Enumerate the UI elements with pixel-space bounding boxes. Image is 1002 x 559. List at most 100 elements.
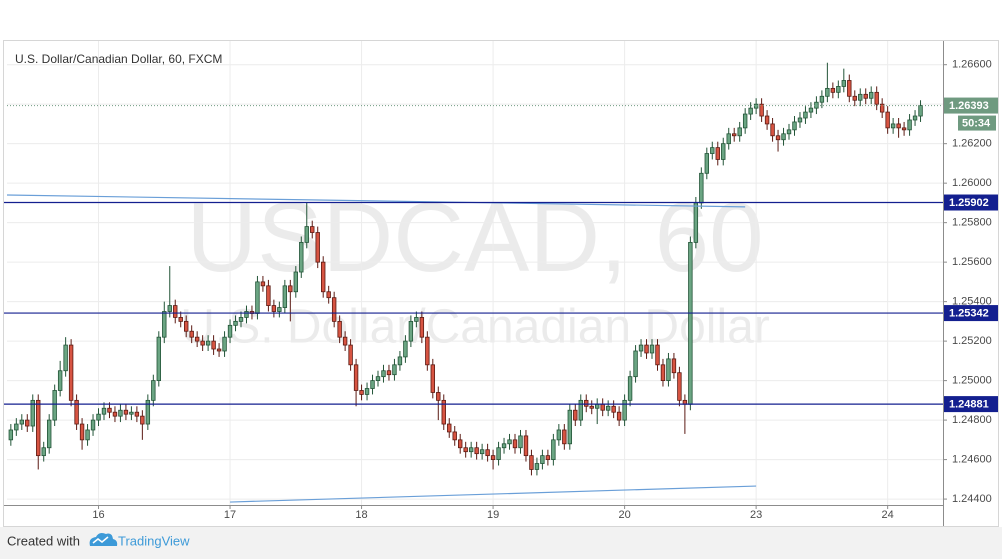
candle-body bbox=[551, 439, 556, 460]
candle-body bbox=[841, 80, 847, 87]
level-label: 1.25342 bbox=[949, 307, 989, 319]
candle-body bbox=[616, 411, 622, 421]
candle-body bbox=[200, 340, 205, 346]
candle-body bbox=[304, 226, 309, 243]
candle-body bbox=[123, 409, 129, 415]
candle-body bbox=[753, 103, 759, 109]
candle-body bbox=[452, 431, 457, 441]
y-tick-label: 1.26000 bbox=[952, 177, 992, 189]
candle-body bbox=[512, 439, 518, 449]
candle-body bbox=[468, 447, 474, 453]
candle-body bbox=[589, 405, 594, 409]
candle-body bbox=[430, 364, 436, 393]
candle-body bbox=[852, 95, 857, 101]
candle-body bbox=[879, 103, 885, 113]
candle-body bbox=[545, 455, 551, 460]
candle-body bbox=[781, 133, 786, 141]
candle-body bbox=[271, 305, 277, 312]
y-tick-label: 1.26600 bbox=[952, 59, 992, 71]
candle-body bbox=[19, 419, 24, 425]
candle-body bbox=[315, 232, 320, 263]
candle-body bbox=[874, 91, 879, 105]
candle-body bbox=[775, 135, 781, 141]
candle-body bbox=[425, 336, 430, 366]
candle-body bbox=[649, 344, 655, 354]
candle-body bbox=[222, 336, 227, 352]
candle-body bbox=[885, 111, 890, 129]
candle-body bbox=[68, 344, 74, 401]
level-label: 1.25902 bbox=[949, 197, 989, 209]
candle-body bbox=[118, 409, 123, 417]
candle-body bbox=[523, 435, 529, 457]
candle-body bbox=[786, 129, 792, 135]
candle-body bbox=[918, 105, 923, 117]
candle-body bbox=[534, 463, 540, 470]
candle-body bbox=[14, 423, 19, 431]
candle-body bbox=[666, 358, 671, 382]
candle-body bbox=[244, 311, 249, 318]
candle-body bbox=[912, 115, 918, 121]
chart-title: U.S. Dollar/Canadian Dollar, 60, FXCM bbox=[15, 52, 222, 66]
logo-cloud bbox=[89, 533, 118, 546]
candle-body bbox=[704, 153, 710, 174]
candle-body bbox=[797, 117, 803, 123]
footer-brand[interactable]: TradingView bbox=[118, 533, 190, 548]
y-tick-label: 1.25000 bbox=[952, 375, 992, 387]
candle-body bbox=[633, 350, 638, 378]
candle-body bbox=[233, 320, 238, 326]
candle-body bbox=[288, 285, 293, 293]
candle-body bbox=[595, 403, 600, 409]
x-tick-label: 19 bbox=[487, 509, 499, 521]
candle-body bbox=[392, 364, 397, 376]
y-tick-label: 1.25200 bbox=[952, 335, 992, 347]
x-tick-label: 17 bbox=[224, 509, 236, 521]
candle-body bbox=[611, 405, 616, 413]
candle-body bbox=[364, 388, 370, 395]
candle-body bbox=[715, 147, 720, 160]
level-label-box bbox=[944, 194, 998, 211]
candle-body bbox=[348, 344, 353, 366]
candle-body bbox=[178, 317, 183, 322]
candle-body bbox=[331, 297, 337, 322]
candle-body bbox=[211, 340, 216, 350]
candle-body bbox=[907, 119, 912, 131]
candle-body bbox=[90, 419, 96, 431]
candle-body bbox=[337, 320, 342, 338]
y-tick-label: 1.25400 bbox=[952, 296, 992, 308]
trend-line bbox=[6, 194, 746, 208]
y-tick-label: 1.24600 bbox=[952, 453, 992, 465]
candle-body bbox=[419, 317, 425, 338]
x-tick-label: 20 bbox=[618, 509, 630, 521]
candle-body bbox=[792, 121, 797, 131]
candle-body bbox=[858, 93, 863, 101]
candle-body bbox=[260, 281, 266, 287]
candle-body bbox=[847, 80, 852, 97]
candle-body bbox=[145, 399, 151, 425]
candle-body bbox=[85, 429, 90, 441]
candle-body bbox=[129, 411, 134, 415]
candle-body bbox=[622, 399, 627, 421]
candle-body bbox=[688, 241, 693, 405]
y-tick-label: 1.24800 bbox=[952, 414, 992, 426]
y-tick-label: 1.25600 bbox=[952, 256, 992, 268]
candle-body bbox=[490, 455, 496, 460]
candle-body bbox=[605, 405, 611, 411]
candle-body bbox=[518, 435, 523, 449]
candle-body bbox=[540, 455, 545, 464]
last-price-label: 1.26393 bbox=[949, 100, 989, 112]
candle-body bbox=[556, 429, 562, 441]
candle-body bbox=[693, 202, 699, 243]
candle-body bbox=[699, 172, 704, 204]
x-tick-label: 23 bbox=[750, 509, 762, 521]
candle-body bbox=[30, 399, 35, 427]
candle-body bbox=[326, 291, 331, 299]
candle-body bbox=[266, 285, 271, 306]
candle-body bbox=[277, 307, 282, 312]
candle-body bbox=[36, 399, 41, 457]
candle-body bbox=[414, 317, 419, 322]
candle-body bbox=[74, 399, 79, 425]
x-tick-label: 16 bbox=[92, 509, 104, 521]
candle-body bbox=[819, 95, 825, 103]
candle-body bbox=[638, 344, 644, 352]
candle-body bbox=[353, 364, 359, 391]
